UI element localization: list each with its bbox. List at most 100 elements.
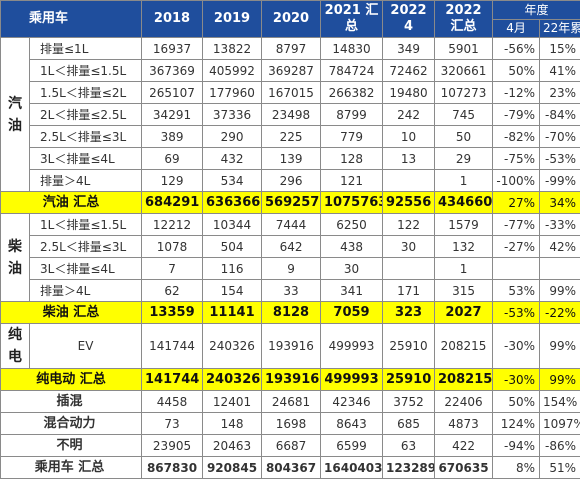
cell: 122 [383, 214, 435, 236]
col-header-2018: 2018 [142, 1, 203, 38]
cell: 10344 [203, 214, 262, 236]
cell: 1 [435, 258, 493, 280]
row-label: 2.5L＜排量≤3L [30, 236, 142, 258]
growth-cell: 41% [540, 60, 580, 82]
cell: 171 [383, 280, 435, 302]
cell: 34291 [142, 104, 203, 126]
cell: 636366 [203, 192, 262, 214]
cell: 349 [383, 38, 435, 60]
cell: 1579 [435, 214, 493, 236]
cell: 193916 [262, 324, 321, 369]
cell: 42346 [321, 391, 383, 413]
cell: 8643 [321, 413, 383, 435]
cell: 10 [383, 126, 435, 148]
col-header-2019: 2019 [203, 1, 262, 38]
cell: 25910 [383, 369, 435, 391]
row-label: 2L＜排量≤2.5L [30, 104, 142, 126]
cell: 499993 [321, 369, 383, 391]
table-row: 1L＜排量≤1.5L 367369 405992 369287 784724 7… [1, 60, 580, 82]
cell: 405992 [203, 60, 262, 82]
growth-cell: 154% [540, 391, 580, 413]
subtotal-label: 纯电动 汇总 [1, 369, 142, 391]
cell: 389 [142, 126, 203, 148]
cell: 920845 [203, 457, 262, 479]
row-label: 2.5L＜排量≤3L [30, 126, 142, 148]
col-header-2021-total: 2021 汇总 [321, 1, 383, 38]
cell: 208215 [435, 324, 493, 369]
cell: 242 [383, 104, 435, 126]
growth-cell: 42% [540, 236, 580, 258]
growth-cell: 50% [493, 60, 540, 82]
cell: 13822 [203, 38, 262, 60]
table-row: 纯 电 EV 141744 240326 193916 499993 25910… [1, 324, 580, 369]
growth-cell: -70% [540, 126, 580, 148]
cell: 30 [321, 258, 383, 280]
cell: 154 [203, 280, 262, 302]
cell: 369287 [262, 60, 321, 82]
growth-cell: -53% [540, 148, 580, 170]
table-row: 3L＜排量≤4L 7 116 9 30 1 [1, 258, 580, 280]
row-label: 乘用车 汇总 [1, 457, 142, 479]
cell: 240326 [203, 369, 262, 391]
table-row-unknown: 不明 23905 20463 6687 6599 63 422 -94% -86… [1, 435, 580, 457]
growth-cell: -27% [493, 236, 540, 258]
cell: 670635 [435, 457, 493, 479]
growth-cell [540, 258, 580, 280]
cell: 73 [142, 413, 203, 435]
cell: 116 [203, 258, 262, 280]
growth-cell: 124% [493, 413, 540, 435]
cell: 8799 [321, 104, 383, 126]
category-diesel-char-2: 油 [1, 258, 29, 280]
cell: 296 [262, 170, 321, 192]
category-gasoline-char-2: 油 [1, 115, 29, 137]
row-label: 插混 [1, 391, 142, 413]
subtotal-row-diesel: 柴油 汇总 13359 11141 8128 7059 323 2027 -53… [1, 302, 580, 324]
category-electric-char-2: 电 [1, 346, 29, 368]
cell: 50 [435, 126, 493, 148]
cell: 14830 [321, 38, 383, 60]
table-row: 2.5L＜排量≤3L 389 290 225 779 10 50 -82% -7… [1, 126, 580, 148]
cell: 434660 [435, 192, 493, 214]
growth-cell: 51% [540, 457, 580, 479]
subtotal-row-electric: 纯电动 汇总 141744 240326 193916 499993 25910… [1, 369, 580, 391]
cell: 6599 [321, 435, 383, 457]
cell: 128 [321, 148, 383, 170]
growth-cell [493, 258, 540, 280]
growth-cell: -99% [540, 170, 580, 192]
cell: 9 [262, 258, 321, 280]
cell: 779 [321, 126, 383, 148]
table-row: 1.5L＜排量≤2L 265107 177960 167015 266382 1… [1, 82, 580, 104]
growth-cell: 8% [493, 457, 540, 479]
category-gasoline: 汽 油 [1, 38, 30, 192]
col-header-2020: 2020 [262, 1, 321, 38]
cell: 148 [203, 413, 262, 435]
row-label: 混合动力 [1, 413, 142, 435]
row-label: 1L＜排量≤1.5L [30, 60, 142, 82]
cell: 121 [321, 170, 383, 192]
cell: 8797 [262, 38, 321, 60]
cell: 1698 [262, 413, 321, 435]
cell: 320661 [435, 60, 493, 82]
col-header-2022-total-text: 2022 汇总 [445, 3, 481, 34]
growth-cell: -86% [540, 435, 580, 457]
growth-cell: -77% [493, 214, 540, 236]
row-label: 排量≤1L [30, 38, 142, 60]
cell: 642 [262, 236, 321, 258]
cell: 504 [203, 236, 262, 258]
growth-cell: 53% [493, 280, 540, 302]
growth-header: 年度 [493, 1, 580, 20]
growth-cell: -56% [493, 38, 540, 60]
cell: 23498 [262, 104, 321, 126]
cell: 16937 [142, 38, 203, 60]
cell: 685 [383, 413, 435, 435]
cell: 141744 [142, 369, 203, 391]
growth-header-apr: 4月 [493, 19, 540, 38]
growth-cell: -75% [493, 148, 540, 170]
cell: 323 [383, 302, 435, 324]
cell: 132 [435, 236, 493, 258]
cell: 7444 [262, 214, 321, 236]
growth-cell: 34% [540, 192, 580, 214]
growth-cell: 23% [540, 82, 580, 104]
category-gasoline-char-1: 汽 [1, 93, 29, 115]
cell: 62 [142, 280, 203, 302]
